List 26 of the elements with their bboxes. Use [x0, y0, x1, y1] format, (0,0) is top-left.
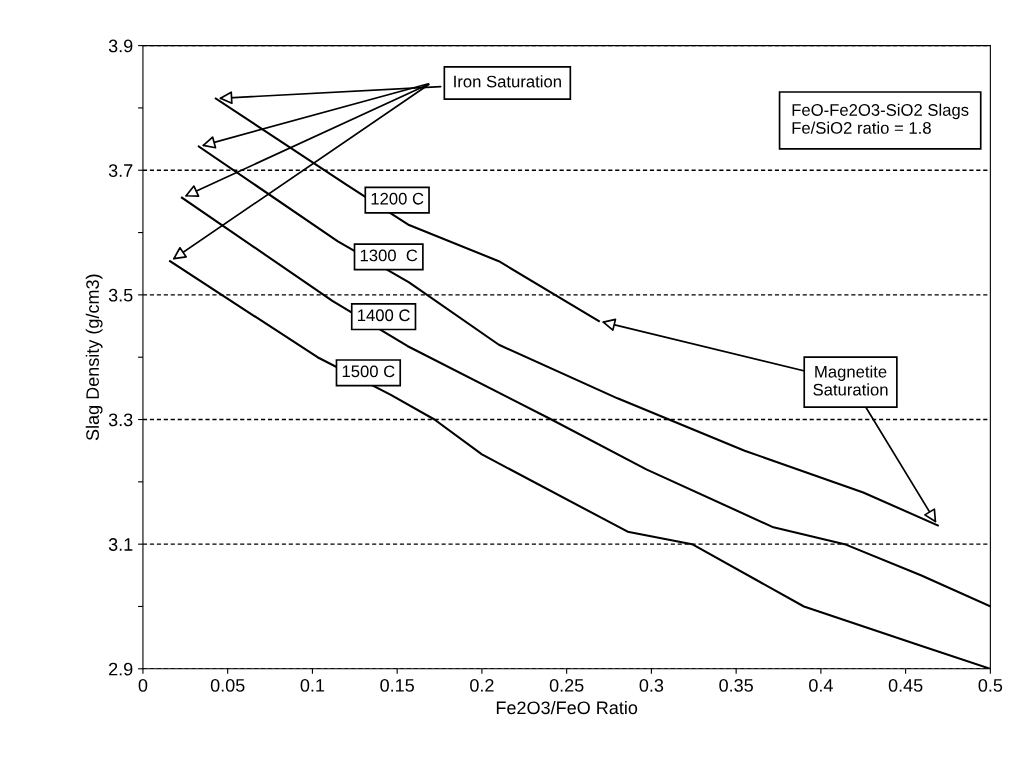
x-tick-label: 0.3: [639, 679, 664, 692]
x-tick-label: 0.1: [300, 679, 325, 692]
series-label: 1400 C: [358, 309, 410, 322]
annotation: Magnetite Saturation: [813, 365, 888, 396]
y-axis-title: Slag Density (g/cm3): [85, 274, 103, 441]
x-tick-label: 0.2: [470, 679, 494, 692]
x-tick-label: 0.25: [549, 679, 584, 692]
x-tick-label: 0: [138, 679, 148, 692]
y-tick-label: 3.7: [108, 164, 133, 177]
y-tick-label: 3.5: [108, 288, 133, 302]
annotation: Iron Saturation: [454, 75, 561, 88]
y-tick-label: 3.1: [108, 538, 133, 551]
x-tick-label: 0.5: [978, 679, 1003, 692]
x-tick-label: 0.4: [809, 679, 833, 692]
x-tick-label: 0.45: [888, 679, 923, 692]
x-tick-label: 0.15: [380, 679, 414, 692]
annotation: FeO-Fe2O3-SiO2 Slags Fe/SiO2 ratio = 1.8: [792, 103, 969, 134]
y-tick-label: 2.9: [109, 662, 133, 676]
x-tick-label: 0.35: [719, 679, 753, 692]
x-tick-label: 0.05: [210, 679, 245, 692]
y-tick-label: 3.9: [108, 39, 133, 53]
series-label: 1200 C: [371, 192, 424, 205]
series-label: 1300 C: [360, 249, 418, 262]
y-tick-label: 3.3: [108, 413, 133, 427]
x-axis-title: Fe2O3/FeO Ratio: [496, 700, 638, 715]
series-label: 1500 C: [342, 365, 395, 378]
